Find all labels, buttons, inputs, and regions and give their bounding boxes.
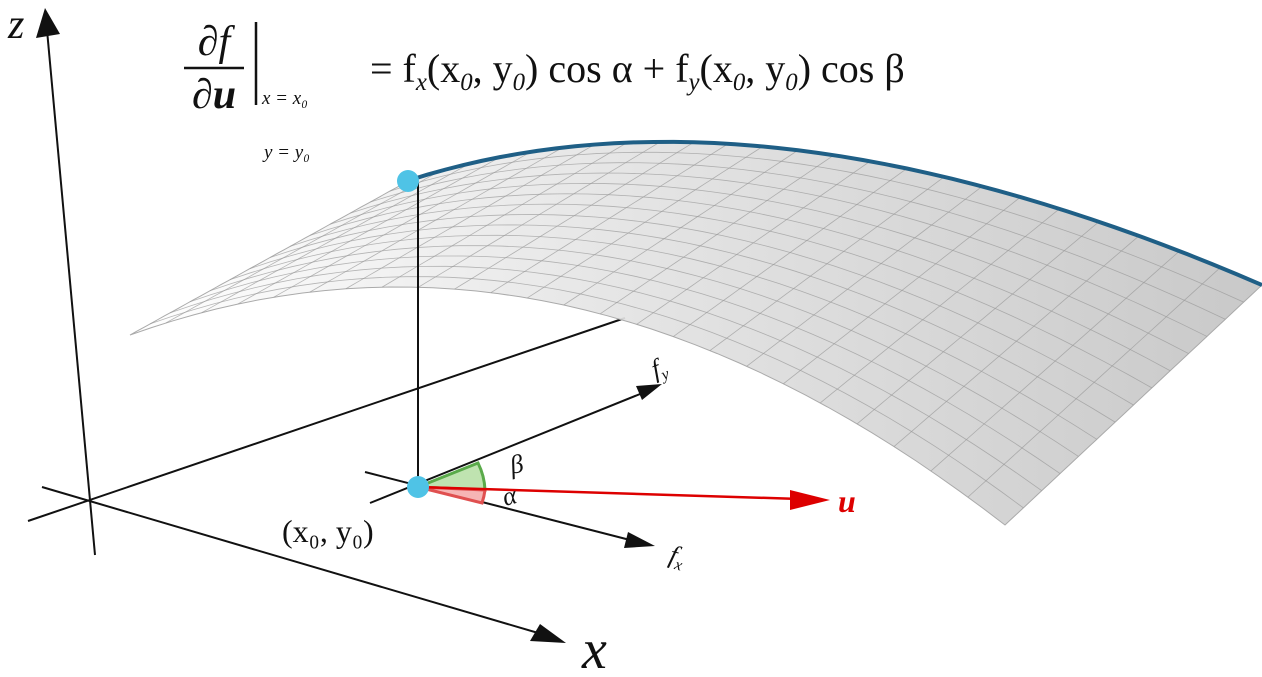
grid-line <box>289 203 1153 389</box>
fx-arrow <box>624 532 655 548</box>
grid-line <box>309 193 1171 372</box>
fy-arrow <box>636 384 662 400</box>
grid-line <box>369 162 1226 320</box>
denominator: ∂u <box>192 72 236 118</box>
base-point <box>407 476 429 498</box>
text-part: (x <box>427 46 460 91</box>
x-label: x <box>581 619 607 677</box>
axes <box>27 29 626 636</box>
subscript: x <box>415 69 427 96</box>
subscript: 0 <box>513 69 526 96</box>
fx-axis <box>364 471 631 541</box>
text-part: = f <box>370 46 417 91</box>
z-label: z <box>7 2 24 48</box>
grid-line <box>249 224 1116 423</box>
point-label: (x₀, y₀) <box>282 513 374 549</box>
subscript: 0 <box>460 69 473 96</box>
text-part: (x <box>700 46 733 91</box>
u-vector <box>417 485 801 501</box>
section-curve <box>409 139 1262 287</box>
surface-point <box>397 170 419 192</box>
grid-line <box>329 183 1189 354</box>
fx-label: fx <box>666 540 689 575</box>
text-part: ) cos α + f <box>525 46 689 91</box>
grid-line <box>269 214 1134 406</box>
subscript: y <box>686 69 701 96</box>
surface <box>129 139 1262 526</box>
text-part: ) cos β <box>798 46 905 91</box>
grid-line <box>149 276 1024 509</box>
grid-line <box>349 172 1208 337</box>
text-part: , y <box>473 46 513 91</box>
grid-line <box>229 234 1098 440</box>
y-axis <box>27 317 626 522</box>
formula-rhs: = fx(x0, y0) cos α + fy(x0, y0) cos β <box>370 46 905 96</box>
beta-label: β <box>506 449 526 480</box>
subscript: 0 <box>733 69 746 96</box>
surface-fill <box>129 141 1262 526</box>
grid-line <box>189 255 1061 474</box>
u-label: u <box>838 483 856 519</box>
grid-line <box>389 151 1244 303</box>
condition-x: x = x₀ <box>261 88 308 109</box>
z-axis <box>46 29 96 556</box>
grid-line <box>209 245 1079 457</box>
grid-line <box>169 265 1042 492</box>
u-arrow <box>790 490 830 510</box>
text-part: , y <box>745 46 785 91</box>
fy-label: fy <box>647 351 672 386</box>
x-arrow <box>530 624 566 643</box>
numerator: ∂f <box>198 19 236 65</box>
subscript: 0 <box>785 69 798 96</box>
x-axis <box>41 486 546 636</box>
z-arrow <box>36 8 60 38</box>
condition-y: y = y₀ <box>262 142 310 163</box>
